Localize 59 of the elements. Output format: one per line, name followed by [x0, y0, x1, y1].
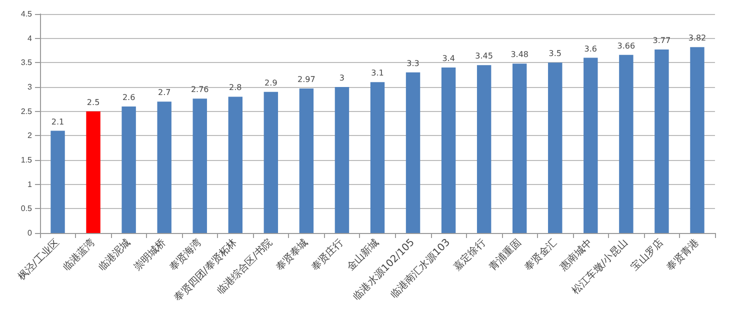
x-tick-label: 枫泾/工业区 — [15, 236, 62, 283]
bar — [50, 130, 65, 233]
x-tick-label: 奉贤庄行 — [309, 236, 346, 274]
bar — [441, 68, 456, 233]
data-label: 3.4 — [442, 54, 455, 64]
x-tick-label: 奉贤奉城 — [274, 236, 310, 274]
data-label: 3 — [339, 74, 345, 82]
x-tick-label: 青浦重固 — [486, 236, 524, 274]
y-tick-label: 2 — [28, 131, 33, 140]
x-tick-label: 奉贤青港 — [664, 236, 702, 274]
y-tick-label: 2.5 — [20, 106, 33, 116]
bar — [192, 98, 207, 233]
bar — [476, 65, 492, 233]
bar — [157, 102, 172, 233]
data-label: 3.5 — [548, 49, 562, 58]
x-tick-label: 崇明城桥 — [131, 236, 168, 274]
x-tick-label: 临港蓝湾 — [60, 236, 98, 274]
x-tick-label: 临港泥城 — [96, 236, 133, 274]
bar — [584, 58, 598, 233]
data-label: 2.5 — [86, 98, 100, 107]
bar — [370, 82, 385, 233]
data-label: 2.97 — [298, 74, 316, 84]
bar — [690, 47, 704, 233]
data-label: 3.3 — [406, 58, 420, 68]
y-tick-label: 4.5 — [20, 10, 33, 18]
bar — [334, 87, 350, 233]
data-label: 2.76 — [190, 85, 209, 94]
data-label: 2.7 — [158, 88, 171, 98]
data-label: 3.77 — [652, 36, 671, 46]
y-tick-label: 1 — [28, 180, 33, 189]
bar — [228, 96, 242, 233]
bar — [406, 72, 420, 233]
x-tick-label: 宝山罗店 — [628, 236, 666, 274]
x-tick-label: 奉贤金汇 — [522, 236, 560, 274]
data-label: 3.1 — [371, 68, 384, 78]
y-tick-label: 4 — [28, 34, 33, 43]
data-label: 3.45 — [475, 52, 493, 61]
data-label: 3.48 — [510, 50, 529, 60]
y-tick-label: 3.5 — [20, 58, 33, 68]
y-tick-label: 0.5 — [20, 204, 33, 214]
y-tick-label: 1.5 — [20, 156, 33, 164]
y-tick-label: 3 — [28, 82, 33, 92]
data-label: 2.6 — [122, 92, 136, 102]
data-label: 2.8 — [229, 83, 242, 92]
bar — [264, 92, 278, 233]
y-tick-label: 0 — [28, 228, 33, 238]
x-tick-label: 嘉定徐行 — [451, 236, 488, 274]
data-label: 2.1 — [51, 117, 64, 126]
bar — [548, 62, 562, 233]
data-label: 2.9 — [264, 78, 278, 88]
data-label: 3.82 — [688, 34, 706, 43]
bar — [654, 50, 669, 233]
bar — [122, 106, 136, 233]
data-label: 3.6 — [584, 44, 598, 54]
bar — [299, 88, 314, 233]
data-label: 3.66 — [617, 41, 636, 50]
bar — [512, 64, 527, 233]
bar — [86, 111, 100, 233]
bar — [619, 54, 634, 233]
